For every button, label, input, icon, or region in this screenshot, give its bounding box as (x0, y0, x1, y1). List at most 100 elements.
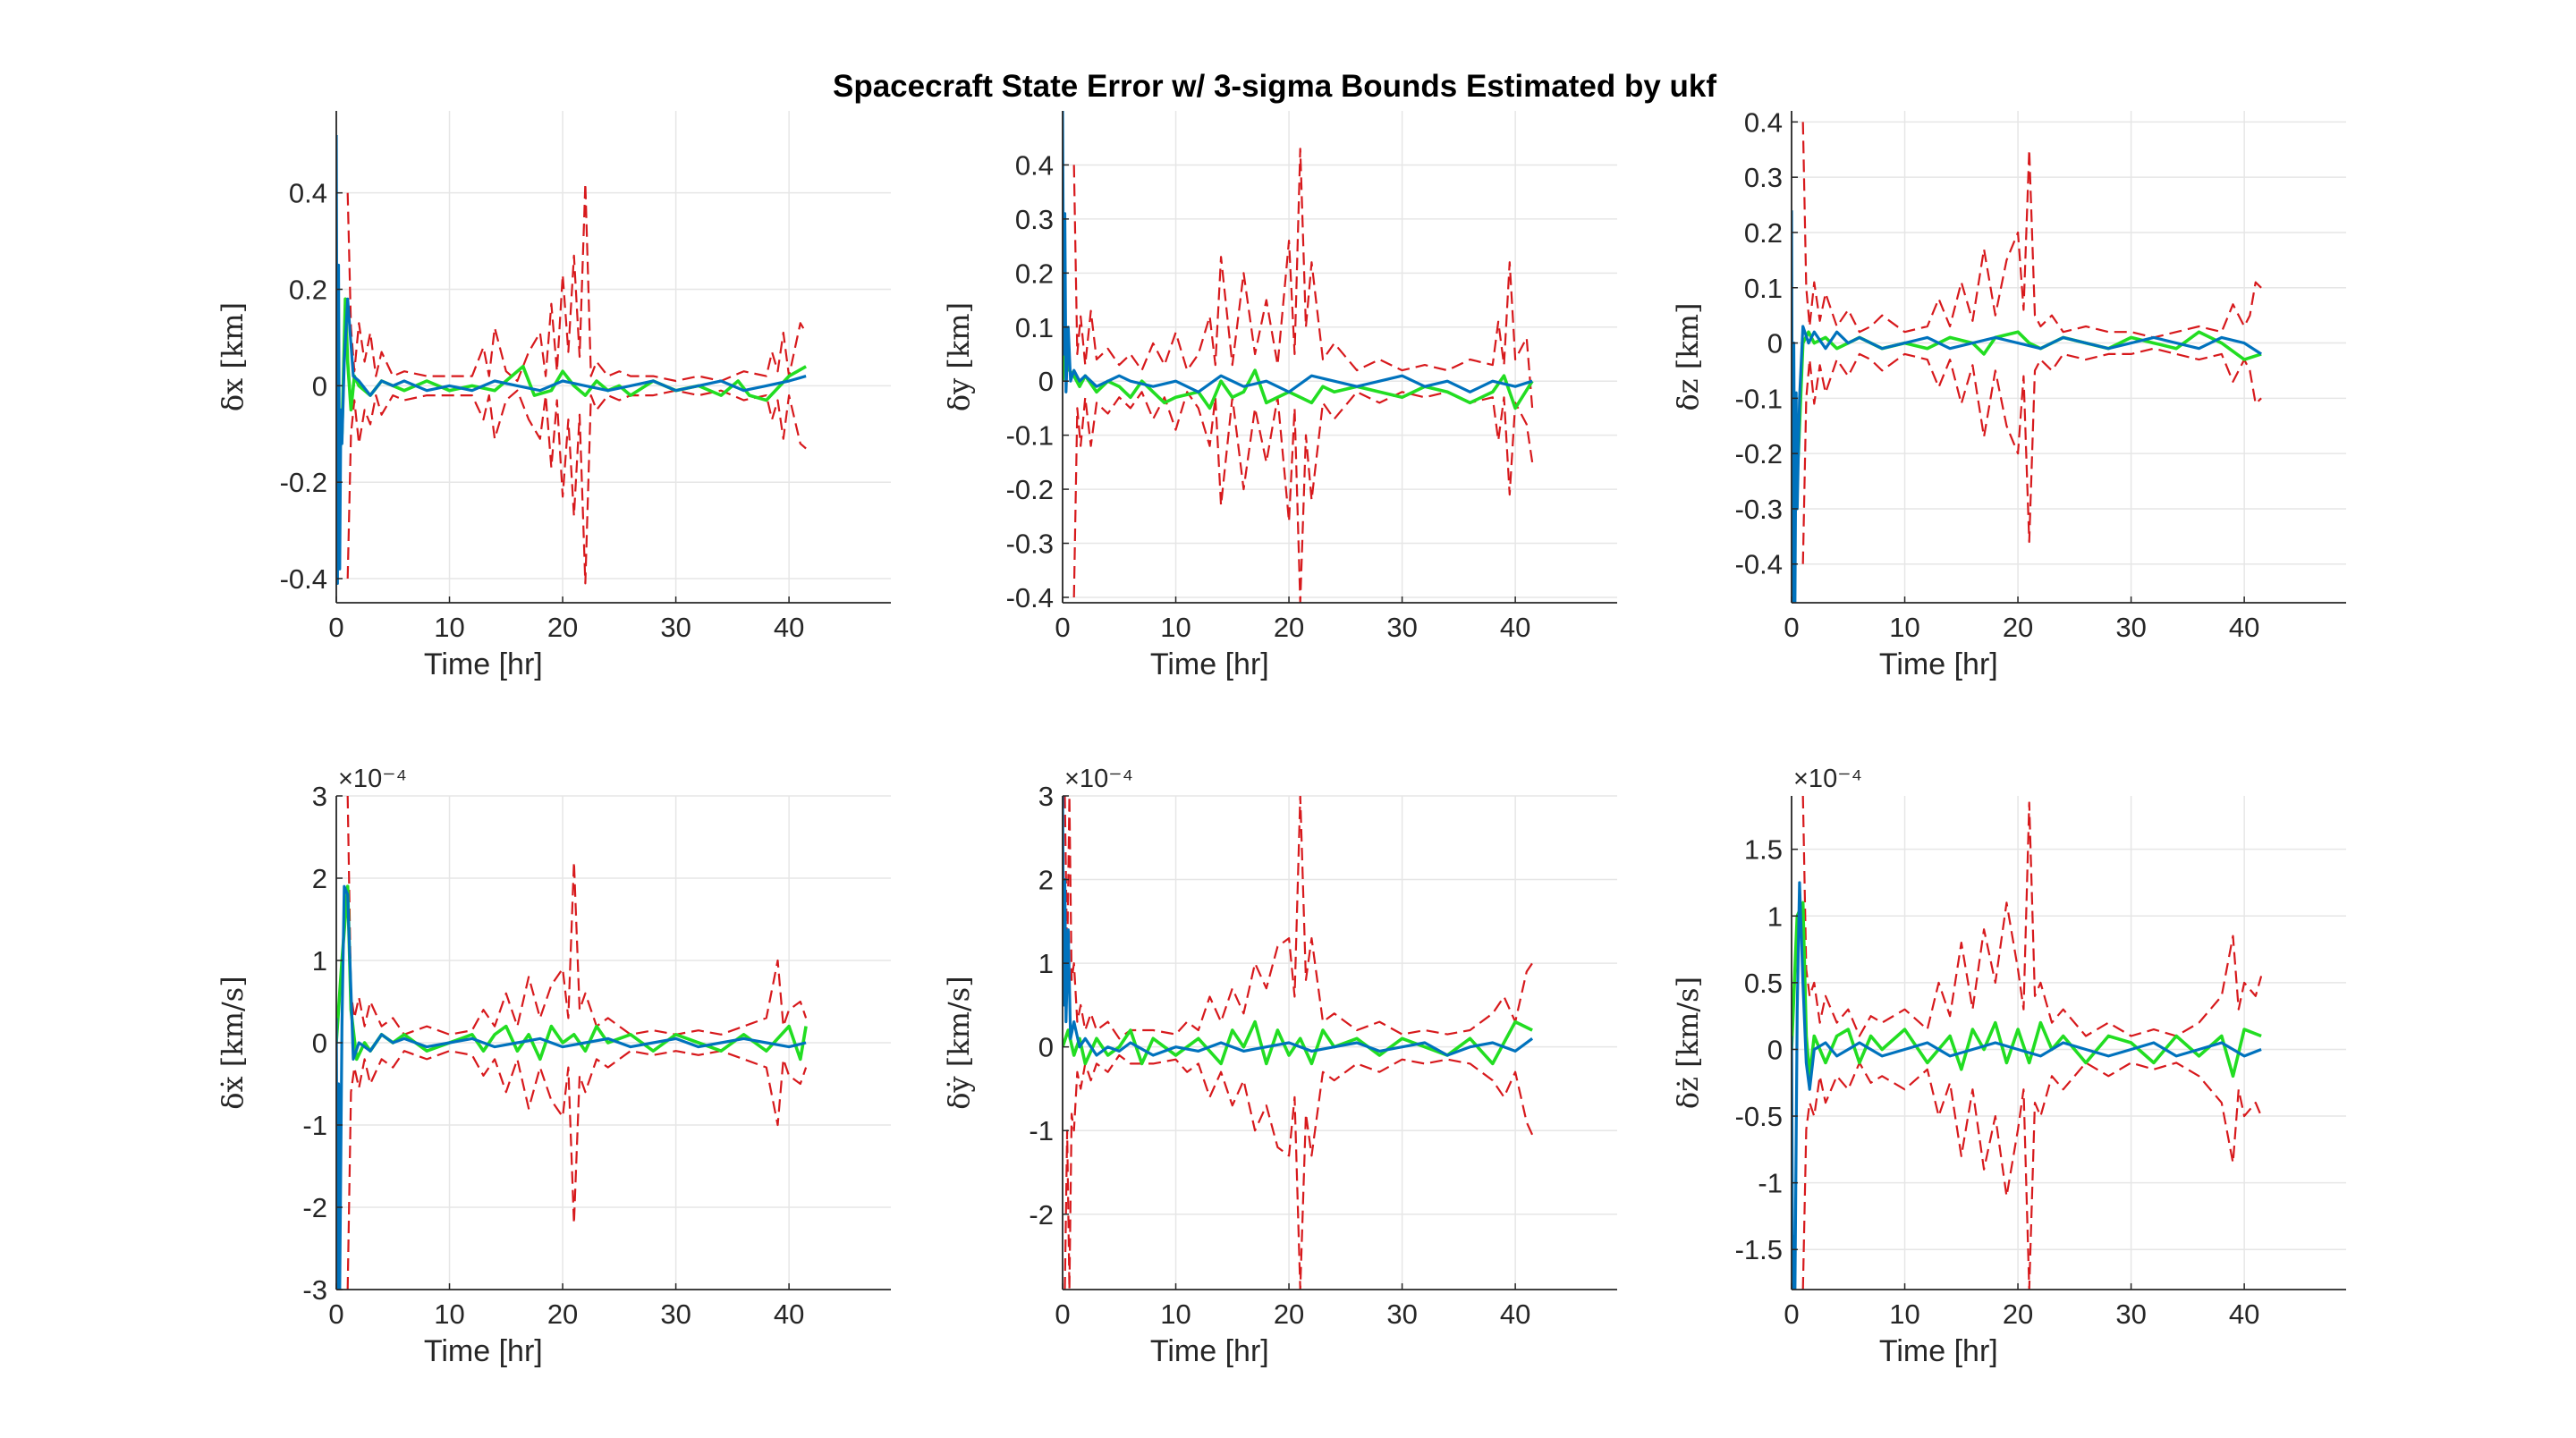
y-tick-label: -1.5 (1735, 1234, 1783, 1265)
x-axis-label: Time [hr] (1150, 647, 1269, 681)
y-tick-label: 1 (1038, 948, 1054, 979)
y-tick-label: 3 (1038, 781, 1054, 812)
x-tick-label: 30 (2115, 1298, 2146, 1330)
y-tick-label: -0.3 (1006, 529, 1054, 560)
y-exponent-label: ×10⁻⁴ (1793, 765, 1862, 793)
x-axis-label: Time [hr] (424, 1334, 543, 1368)
x-tick-label: 30 (1386, 1298, 1417, 1330)
series-estimate-error (1063, 111, 1533, 393)
x-tick-label: 40 (2229, 1298, 2259, 1330)
y-tick-label: 2 (1038, 865, 1054, 896)
y-tick-label: -0.4 (1006, 582, 1054, 613)
y-tick-label: 0 (1767, 1034, 1783, 1065)
series-estimate-error (1792, 210, 2262, 603)
plot-area (1063, 111, 1534, 603)
y-tick-label: 0.1 (1015, 312, 1054, 343)
series-sigma-upper (1063, 796, 1534, 1040)
x-axis-label: Time [hr] (1150, 1334, 1269, 1368)
series-sigma-lower (1801, 347, 2262, 564)
y-tick-label: -0.2 (280, 467, 327, 498)
series-sigma-upper (1072, 148, 1534, 409)
y-tick-label: 0.4 (1744, 106, 1783, 138)
x-axis-label: Time [hr] (424, 647, 543, 681)
y-axis-label: δż [km/s] (1671, 977, 1705, 1109)
x-tick-label: 20 (547, 1298, 578, 1330)
series-sigma-lower (1063, 1053, 1534, 1290)
grid-lines (335, 111, 891, 603)
y-axis-label: δz [km] (1671, 303, 1705, 411)
x-tick-label: 10 (1160, 612, 1191, 643)
x-tick-label: 40 (1500, 1298, 1530, 1330)
y-tick-label: 0.5 (1744, 968, 1783, 999)
subplot-velocity-y: 0 10 20 30 40 -2 -1 0 1 2 3 ×10⁻⁴ Time [hr] δẏ [km/s] (942, 765, 1617, 1368)
y-axis-label: δx [km] (216, 302, 250, 411)
y-tick-label: 3 (312, 781, 327, 812)
y-tick-label: 1.5 (1744, 834, 1783, 866)
x-axis-label: Time [hr] (1879, 647, 1998, 681)
y-tick-label: 0 (1767, 328, 1783, 360)
y-tick-label: 0 (1038, 366, 1054, 397)
subplot-velocity-z: 0 10 20 30 40 -1.5 -1 -0.5 0 0.5 1 1.5 ×10⁻⁴ Time [hr… (1671, 765, 2346, 1368)
y-tick-label: -0.4 (1735, 549, 1783, 580)
y-tick-label: 0.3 (1744, 162, 1783, 193)
y-tick-label: -0.2 (1006, 474, 1054, 505)
y-tick-label: -3 (302, 1274, 327, 1306)
x-tick-label: 40 (774, 1298, 804, 1330)
x-tick-label: 20 (1274, 1298, 1304, 1330)
x-tick-label: 20 (547, 612, 578, 643)
x-tick-label: 10 (434, 1298, 464, 1330)
series-estimate-error (336, 134, 807, 585)
x-tick-label: 10 (1889, 612, 1919, 643)
y-axis-label: δy [km] (942, 302, 976, 411)
plot-area (1792, 796, 2263, 1290)
x-tick-label: 0 (328, 612, 343, 643)
x-tick-label: 40 (1500, 612, 1530, 643)
y-tick-label: -1 (302, 1110, 327, 1141)
subplot-velocity-x: 0 10 20 30 40 -3 -2 -1 0 1 2 3 ×10⁻⁴ Time [hr] δẋ [km/… (216, 765, 891, 1368)
x-tick-label: 0 (1055, 612, 1070, 643)
y-tick-label: 0 (1038, 1032, 1054, 1063)
x-tick-label: 10 (434, 612, 464, 643)
x-tick-label: 30 (2115, 612, 2146, 643)
plot-area (336, 134, 808, 585)
y-tick-label: -0.4 (280, 563, 327, 595)
y-axis-label: δẏ [km/s] (942, 976, 976, 1109)
y-tick-label: 0.4 (289, 178, 327, 209)
series-estimate-error (1792, 881, 2262, 1290)
y-tick-label: -1 (1029, 1115, 1054, 1146)
x-tick-label: 0 (328, 1298, 343, 1330)
y-tick-label: 0.4 (1015, 149, 1054, 181)
series-sigma-upper (1801, 122, 2262, 339)
y-tick-label: 1 (312, 945, 327, 977)
y-exponent-label: ×10⁻⁴ (338, 765, 407, 793)
x-axis-label: Time [hr] (1879, 1334, 1998, 1368)
x-tick-label: 20 (1274, 612, 1304, 643)
y-tick-label: -1 (1758, 1168, 1783, 1199)
y-tick-label: 0.2 (1015, 258, 1054, 289)
y-tick-label: 0.1 (1744, 273, 1783, 304)
y-exponent-label: ×10⁻⁴ (1064, 765, 1133, 793)
grid-lines (1062, 111, 1617, 603)
plot-area (1792, 122, 2262, 603)
y-axis-label: δẋ [km/s] (216, 976, 250, 1109)
plot-area (1063, 796, 1534, 1290)
series-sigma-lower (346, 389, 807, 585)
y-tick-label: -0.2 (1735, 438, 1783, 469)
y-tick-label: -2 (1029, 1199, 1054, 1231)
y-tick-label: 0.2 (289, 275, 327, 306)
series-sigma-upper (346, 796, 808, 1036)
x-tick-label: 30 (660, 1298, 691, 1330)
y-tick-label: -0.1 (1006, 420, 1054, 452)
x-tick-label: 0 (1784, 612, 1799, 643)
series-sigma-lower (1801, 1062, 2263, 1290)
series-true-error (1792, 901, 2262, 1078)
x-tick-label: 0 (1784, 1298, 1799, 1330)
y-tick-label: 2 (312, 863, 327, 894)
x-tick-label: 30 (660, 612, 691, 643)
x-tick-label: 10 (1889, 1298, 1919, 1330)
y-tick-label: 0.2 (1744, 217, 1783, 249)
y-tick-label: -0.1 (1735, 383, 1783, 414)
